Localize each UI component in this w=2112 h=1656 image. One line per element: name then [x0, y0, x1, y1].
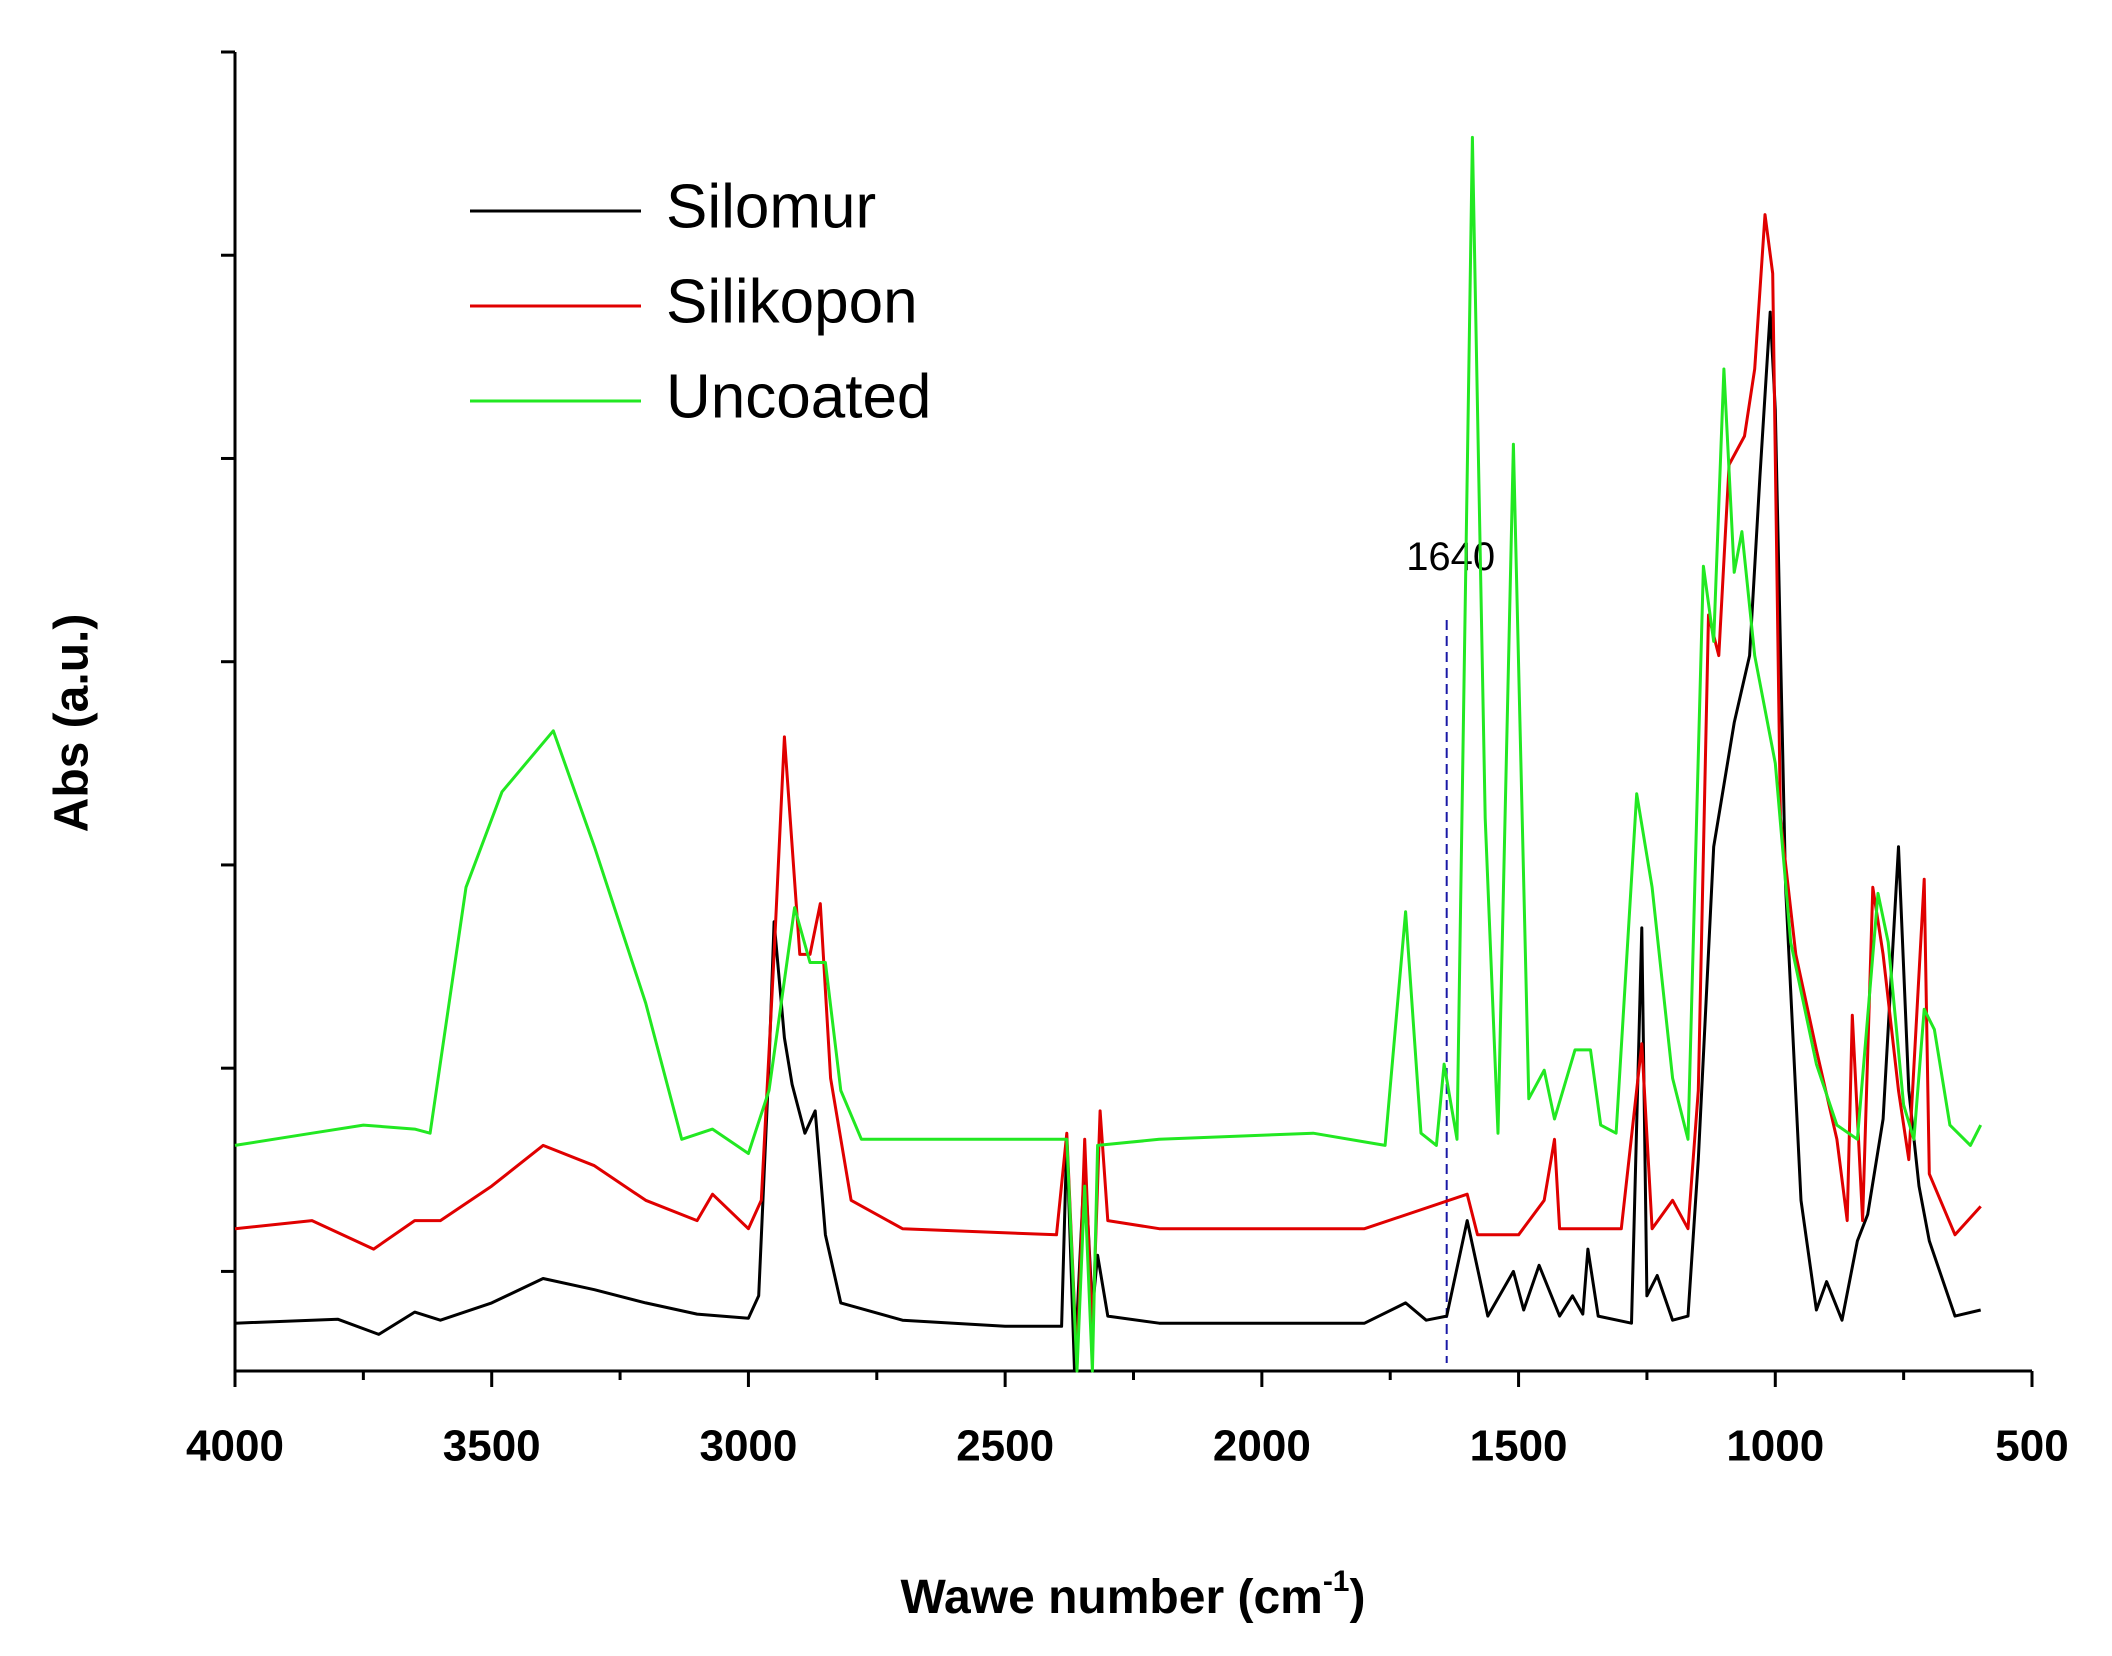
legend-label: Silomur: [666, 172, 876, 241]
legend-label: Uncoated: [666, 362, 931, 431]
x-axis-title-superscript: -1: [1323, 1565, 1350, 1598]
x-axis-title-suffix: ): [1350, 1571, 1366, 1624]
x-tick-label: 1500: [1470, 1422, 1568, 1471]
x-tick-label: 3500: [443, 1422, 541, 1471]
series-line: [234, 135, 1983, 1373]
legend-label: Silikopon: [666, 267, 918, 336]
x-tick-label: 3000: [699, 1422, 797, 1471]
x-axis-title-text: Wawe number (cm: [901, 1571, 1323, 1624]
x-tick-label: 1000: [1726, 1422, 1824, 1471]
y-axis-title: Abs (a.u.): [46, 614, 99, 833]
x-tick-label: 2500: [956, 1422, 1054, 1471]
x-tick-label: 500: [1995, 1422, 2068, 1471]
x-tick-label: 4000: [186, 1422, 284, 1471]
x-axis-title: Wawe number (cm-1): [901, 1565, 1366, 1624]
series-line: [234, 213, 1982, 1367]
x-tick-label: 2000: [1213, 1422, 1311, 1471]
